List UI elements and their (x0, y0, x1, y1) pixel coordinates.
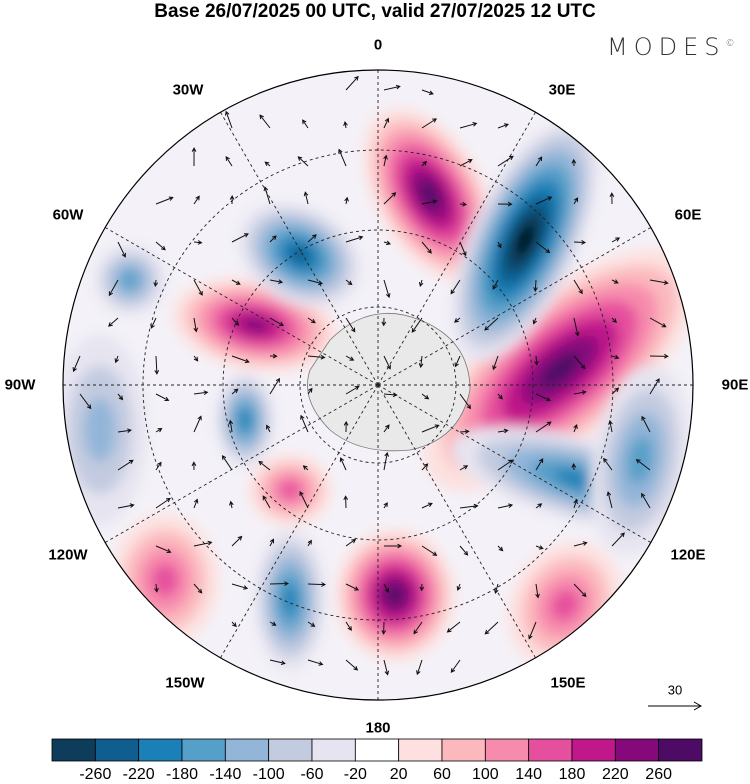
negative-anomaly (121, 271, 139, 289)
colorbar-tick-label: 60 (433, 766, 451, 783)
colorbar-swatch (398, 738, 443, 762)
colorbar-tick-label: 260 (645, 766, 673, 783)
longitude-label: 90W (4, 376, 36, 394)
colorbar-tick-label: 100 (471, 766, 499, 783)
colorbar-tick-label: -140 (209, 766, 242, 783)
colorbar-swatch (354, 738, 400, 762)
colorbar-tick-label: -20 (343, 766, 367, 783)
colorbar-swatch (484, 738, 530, 762)
positive-anomaly (241, 317, 269, 333)
colorbar-swatch (441, 738, 486, 762)
colorbar-swatch (138, 738, 183, 762)
longitude-label: 0 (373, 36, 383, 54)
colorbar-swatch (571, 738, 616, 762)
colorbar (51, 738, 703, 762)
colorbar-swatch (268, 738, 313, 762)
negative-anomaly (282, 585, 298, 615)
vector-reference (648, 701, 703, 711)
colorbar-swatch (94, 738, 140, 762)
longitude-label: 30W (172, 81, 204, 99)
colorbar-swatch (528, 738, 573, 762)
map-boundary (62, 69, 694, 701)
longitude-label: 120W (48, 546, 88, 564)
longitude-label: 150W (165, 674, 205, 692)
colorbar-swatch (658, 738, 703, 762)
longitude-label: 30E (548, 81, 576, 99)
longitude-label: 60W (52, 206, 84, 224)
positive-anomaly (540, 352, 580, 388)
vector-reference-label: 30 (667, 682, 683, 698)
positive-anomaly (151, 563, 179, 597)
negative-anomaly (515, 224, 535, 256)
longitude-label: 150E (550, 674, 586, 692)
colorbar-tick-label: 180 (558, 766, 586, 783)
negative-anomaly (239, 410, 251, 430)
colorbar-tick-label: 20 (389, 766, 408, 783)
negative-anomaly (84, 398, 116, 462)
colorbar-tick-label: 220 (601, 766, 629, 783)
logo-mark: © (725, 39, 735, 49)
lat-lon-grid (63, 70, 693, 700)
positive-anomaly (550, 589, 580, 621)
arrow-icon (693, 701, 703, 711)
longitude-label: 120E (670, 546, 706, 564)
longitude-label: 60E (674, 206, 702, 224)
wind-vectors (72, 75, 669, 676)
colorbar-swatch (614, 738, 660, 762)
colorbar-tick-label: -100 (252, 766, 285, 783)
modes-logo: MODES© (607, 33, 734, 61)
colorbar-swatch (181, 738, 226, 762)
colorbar-swatch (311, 738, 356, 762)
colorbar-tick-label: -180 (165, 766, 199, 783)
antarctica-landmass (307, 312, 471, 452)
colorbar-tick-label: -260 (79, 766, 112, 783)
map-title: Base 26/07/2025 00 UTC, valid 27/07/2025… (154, 1, 596, 22)
positive-anomaly (386, 585, 404, 605)
logo-text: MODES (607, 33, 726, 61)
colorbar-swatch (224, 738, 270, 762)
colorbar-tick-label: -60 (300, 766, 324, 783)
colorbar-tick-label: -220 (122, 766, 155, 783)
longitude-label: 90E (721, 376, 749, 394)
positive-anomaly (279, 481, 301, 499)
longitude-label: 180 (365, 719, 391, 737)
colorbar-tick-label: 140 (515, 766, 543, 783)
colorbar-swatch (51, 738, 96, 762)
